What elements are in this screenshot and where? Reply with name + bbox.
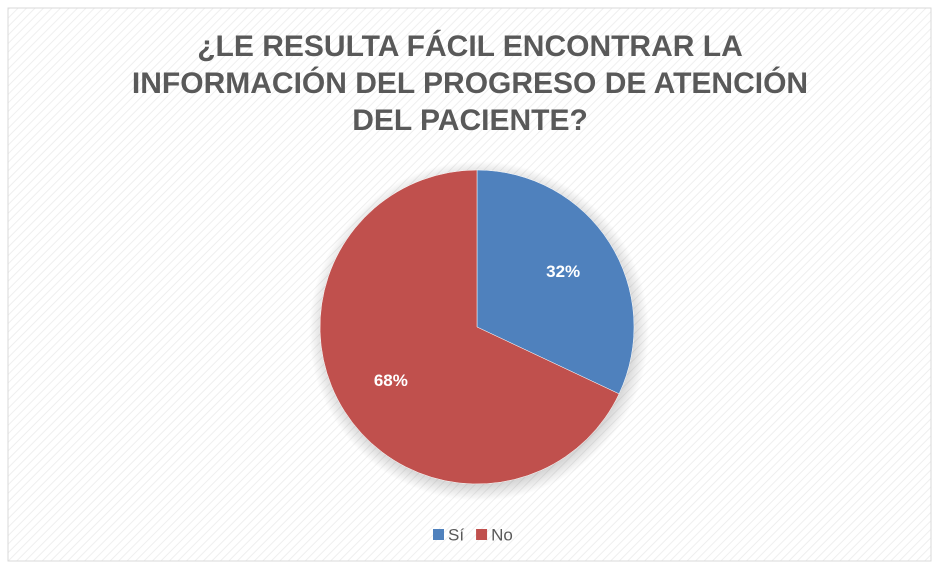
- pie-slice: [319, 169, 620, 485]
- chart-title: ¿LE RESULTA FÁCIL ENCONTRAR LA INFORMACI…: [131, 30, 809, 137]
- legend-label: Sí: [448, 525, 464, 544]
- data-label: 68%: [374, 371, 408, 390]
- legend-label: No: [491, 525, 513, 544]
- legend-swatch: [433, 529, 444, 540]
- legend-swatch: [476, 529, 488, 540]
- data-label: 32%: [546, 262, 580, 281]
- pie-slice: [476, 169, 635, 395]
